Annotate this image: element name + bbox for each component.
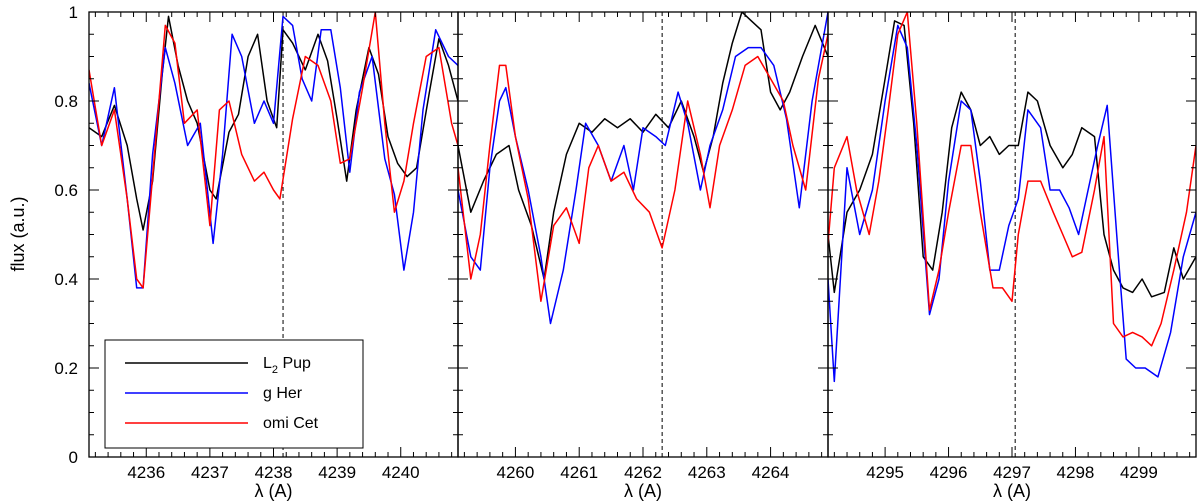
series-line-omi-cet <box>828 12 1196 347</box>
x-tick-label: 4236 <box>127 463 165 482</box>
legend-box <box>104 339 364 449</box>
panel-frame <box>827 11 1197 458</box>
x-tick-label: 4238 <box>255 463 293 482</box>
x-tick-label: 4298 <box>1057 463 1095 482</box>
x-tick-label: 4261 <box>560 463 598 482</box>
x-tick-label: 4240 <box>382 463 420 482</box>
y-tick-label: 1 <box>69 3 78 22</box>
legend-label-l2-pup-rest: Pup <box>278 355 311 372</box>
panel-3: 4295 4296 4297 4298 4299 λ (A) <box>827 11 1197 501</box>
series-line-omi-cet <box>458 34 828 303</box>
x-tick-label: 4264 <box>752 463 790 482</box>
series-line-l2-pup <box>458 12 828 280</box>
legend-label-l2-pup-name: L <box>263 355 272 372</box>
y-tick-label: 0.4 <box>54 270 78 289</box>
panel-data <box>89 12 458 457</box>
x-tick-label: 4239 <box>318 463 356 482</box>
x-axis-label: λ (A) <box>624 481 662 501</box>
x-tick-label: 4299 <box>1120 463 1158 482</box>
series-line-l2-pup <box>828 20 1196 298</box>
series-line-omi-cet <box>89 12 458 289</box>
panel-2: 4260 4261 4262 4263 4264 λ (A) <box>457 11 829 501</box>
legend-label-g-her: g Her <box>263 385 303 402</box>
x-tick-label: 4260 <box>496 463 534 482</box>
x-tick-label: 4296 <box>930 463 968 482</box>
x-axis-label: λ (A) <box>993 481 1031 501</box>
y-tick-label: 0.8 <box>54 92 78 111</box>
x-tick-label: 4237 <box>191 463 229 482</box>
panel-data <box>458 12 828 457</box>
panel-data <box>828 12 1196 457</box>
y-tick-label: 0.6 <box>54 181 78 200</box>
y-tick-label: 0 <box>69 448 78 467</box>
panel-frame <box>457 11 829 458</box>
x-tick-label: 4262 <box>624 463 662 482</box>
x-tick-label: 4297 <box>993 463 1031 482</box>
series-line-g-her <box>458 12 828 325</box>
y-tick-label: 0.2 <box>54 359 78 378</box>
legend-label-l2-pup: L2 Pup <box>263 355 311 376</box>
legend-label-l2-pup-sub: 2 <box>272 364 278 376</box>
x-tick-label: 4263 <box>688 463 726 482</box>
x-tick-label: 4295 <box>866 463 904 482</box>
x-axis-label: λ (A) <box>255 481 293 501</box>
y-axis-label: flux (a.u.) <box>8 196 28 271</box>
legend-label-omi-cet: omi Cet <box>263 415 319 432</box>
series-line-g-her <box>89 15 458 289</box>
series-line-g-her <box>828 24 1196 383</box>
panel-1: 4236 4237 4238 4239 4240 λ (A) <box>88 11 459 501</box>
legend: L2 Pup g Her omi Cet <box>104 339 364 449</box>
